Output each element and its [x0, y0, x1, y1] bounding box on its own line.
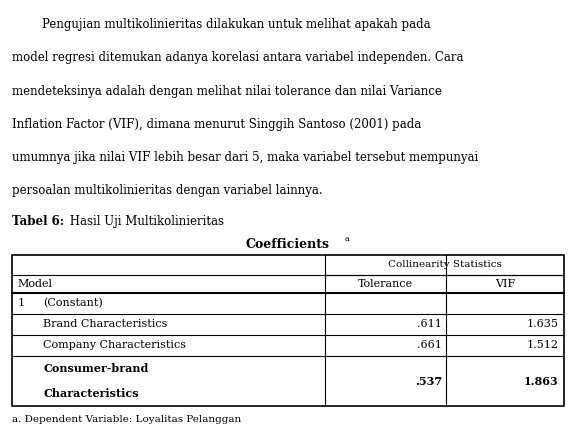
Text: model regresi ditemukan adanya korelasi antara variabel independen. Cara: model regresi ditemukan adanya korelasi … [12, 51, 463, 65]
Text: umumnya jika nilai VIF lebih besar dari 5, maka variabel tersebut mempunyai: umumnya jika nilai VIF lebih besar dari … [12, 151, 478, 164]
Text: 1.863: 1.863 [524, 375, 559, 387]
Text: 1.635: 1.635 [526, 320, 559, 329]
Text: a. Dependent Variable: Loyalitas Pelanggan: a. Dependent Variable: Loyalitas Pelangg… [12, 415, 241, 424]
Text: Consumer-brand: Consumer-brand [43, 363, 149, 375]
Text: mendeteksinya adalah dengan melihat nilai tolerance dan nilai Variance: mendeteksinya adalah dengan melihat nila… [12, 85, 441, 98]
Text: (Constant): (Constant) [43, 298, 103, 309]
Text: Collinearity Statistics: Collinearity Statistics [388, 260, 502, 269]
Text: Tabel 6:: Tabel 6: [12, 215, 63, 228]
Text: Coefficients: Coefficients [246, 238, 330, 251]
Text: Pengujian multikolinieritas dilakukan untuk melihat apakah pada: Pengujian multikolinieritas dilakukan un… [12, 18, 430, 31]
Text: VIF: VIF [495, 279, 516, 289]
Text: Tolerance: Tolerance [358, 279, 414, 289]
Text: persoalan multikolinieritas dengan variabel lainnya.: persoalan multikolinieritas dengan varia… [12, 184, 322, 197]
Text: .611: .611 [417, 320, 442, 329]
Text: a: a [344, 235, 349, 243]
Text: Characteristics: Characteristics [43, 388, 139, 399]
Text: .661: .661 [417, 341, 442, 350]
Text: Model: Model [17, 279, 52, 289]
Text: Brand Characteristics: Brand Characteristics [43, 320, 168, 329]
Text: .537: .537 [415, 375, 442, 387]
Text: Inflation Factor (VIF), dimana menurut Singgih Santoso (2001) pada: Inflation Factor (VIF), dimana menurut S… [12, 118, 421, 131]
Text: Company Characteristics: Company Characteristics [43, 341, 186, 350]
Text: Hasil Uji Multikolinieritas: Hasil Uji Multikolinieritas [66, 215, 224, 228]
Text: 1: 1 [17, 299, 24, 308]
Text: 1.512: 1.512 [526, 341, 559, 350]
